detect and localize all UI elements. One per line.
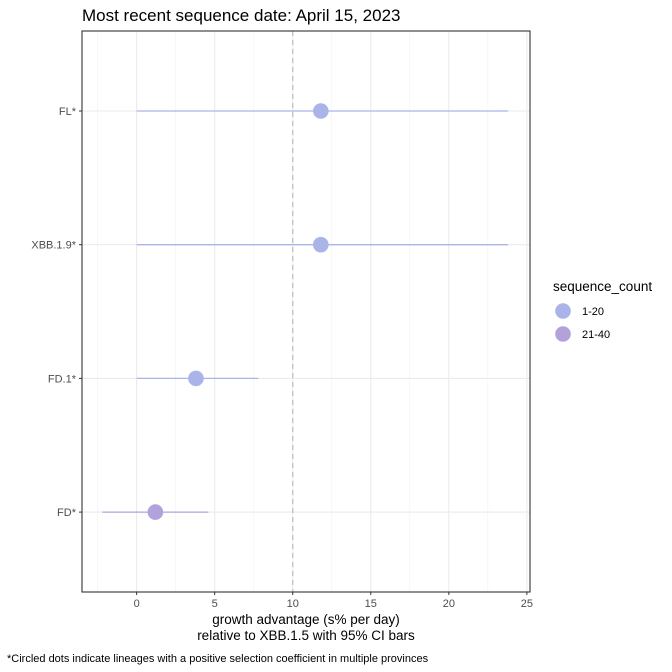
legend-title: sequence_count: [553, 279, 652, 294]
x-axis-title-line2: relative to XBB.1.5 with 95% CI bars: [197, 628, 415, 643]
x-tick-label: 20: [443, 598, 455, 610]
x-tick-label: 5: [212, 598, 218, 610]
legend: sequence_count 1-20 21-40: [553, 279, 652, 342]
x-tick-label: 15: [365, 598, 377, 610]
plot-area: [81, 30, 531, 593]
data-point[interactable]: [188, 370, 204, 387]
y-axis: FL* XBB.1.9* FD.1* FD*: [31, 106, 82, 519]
data-point[interactable]: [147, 504, 164, 520]
panel-background: [82, 31, 530, 592]
chart-title: Most recent sequence date: April 15, 202…: [82, 6, 400, 25]
y-tick-label: FD*: [57, 507, 77, 519]
x-axis-title-line1: growth advantage (s% per day): [212, 612, 400, 627]
legend-label: 21-40: [582, 329, 610, 341]
x-tick-label: 25: [521, 598, 533, 610]
y-tick-label: XBB.1.9*: [31, 240, 76, 252]
legend-key: [555, 303, 571, 319]
data-point[interactable]: [313, 103, 329, 119]
data-point[interactable]: [313, 236, 329, 253]
y-tick-label: FL*: [59, 106, 77, 118]
legend-key: [555, 326, 571, 342]
panel-border: [81, 30, 531, 593]
y-tick-label: FD.1*: [48, 373, 77, 385]
legend-label: 1-20: [582, 306, 604, 318]
x-axis: 0 5 10 15 20 25: [134, 592, 533, 610]
caption: *Circled dots indicate lineages with a p…: [7, 653, 429, 665]
x-tick-label: 0: [134, 598, 140, 610]
x-tick-label: 10: [287, 598, 299, 610]
